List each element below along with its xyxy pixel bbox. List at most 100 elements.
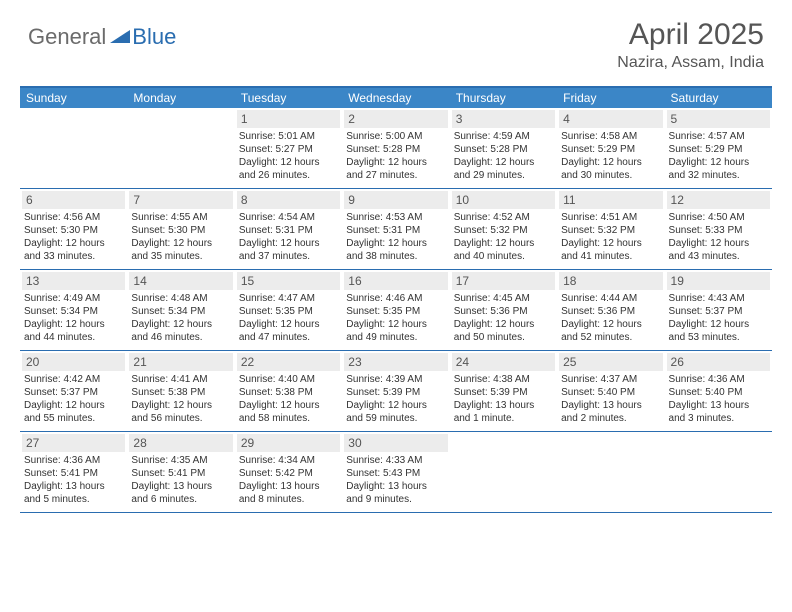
sunrise-text: Sunrise: 4:45 AM [452,292,555,305]
calendar-week: 13Sunrise: 4:49 AMSunset: 5:34 PMDayligh… [20,270,772,351]
sunset-text: Sunset: 5:31 PM [344,224,447,237]
sunrise-text: Sunrise: 4:38 AM [452,373,555,386]
day-number: 26 [667,353,770,371]
calendar-cell [20,108,127,188]
day-number: 11 [559,191,662,209]
sunset-text: Sunset: 5:42 PM [237,467,340,480]
calendar-cell: 18Sunrise: 4:44 AMSunset: 5:36 PMDayligh… [557,270,664,350]
daylight-text: Daylight: 12 hours and 44 minutes. [22,318,125,344]
day-number: 4 [559,110,662,128]
calendar-cell: 14 Sunrise: 4:48 AMSunset: 5:34 PMDayligh… [127,270,234,350]
sunset-text: Sunset: 5:43 PM [344,467,447,480]
calendar-cell [665,432,772,512]
sunset-text: Sunset: 5:37 PM [22,386,125,399]
sunset-text: Sunset: 5:29 PM [667,143,770,156]
day-number: 15 [237,272,340,290]
daylight-text: Daylight: 13 hours and 5 minutes. [22,480,125,506]
daylight-text: Daylight: 12 hours and 46 minutes. [129,318,232,344]
day-number: 27 [22,434,125,452]
calendar-cell: 29 Sunrise: 4:34 AMSunset: 5:42 PMDayligh… [235,432,342,512]
daylight-text: Daylight: 12 hours and 29 minutes. [452,156,555,182]
weekday-row: Sunday Monday Tuesday Wednesday Thursday… [20,88,772,108]
calendar-cell: 1Sunrise: 5:01 AMSunset: 5:27 PMDaylight… [235,108,342,188]
calendar-cell: 28Sunrise: 4:35 AMSunset: 5:41 PMDayligh… [127,432,234,512]
daylight-text: Daylight: 13 hours and 8 minutes. [237,480,340,506]
sunset-text: Sunset: 5:29 PM [559,143,662,156]
daylight-text: Daylight: 12 hours and 41 minutes. [559,237,662,263]
sunrise-text: Sunrise: 4:53 AM [344,211,447,224]
sunrise-text: Sunrise: 4:55 AM [129,211,232,224]
sunrise-text: Sunrise: 4:33 AM [344,454,447,467]
daylight-text: Daylight: 12 hours and 32 minutes. [667,156,770,182]
sunset-text: Sunset: 5:32 PM [452,224,555,237]
weekday-header: Thursday [450,88,557,108]
sunset-text: Sunset: 5:38 PM [129,386,232,399]
weekday-header: Sunday [20,88,127,108]
calendar-week: 27Sunrise: 4:36 AMSunset: 5:41 PMDayligh… [20,432,772,513]
day-number: 7 [129,191,232,209]
day-number: 22 [237,353,340,371]
title-block: April 2025 Nazira, Assam, India [617,18,764,72]
calendar-cell: 3Sunrise: 4:59 AMSunset: 5:28 PMDaylight… [450,108,557,188]
day-number: 23 [344,353,447,371]
day-number: 9 [344,191,447,209]
sunset-text: Sunset: 5:37 PM [667,305,770,318]
calendar-cell: 2Sunrise: 5:00 AMSunset: 5:28 PMDaylight… [342,108,449,188]
sunrise-text: Sunrise: 4:58 AM [559,130,662,143]
calendar-cell: 4 Sunrise: 4:58 AMSunset: 5:29 PMDaylight… [557,108,664,188]
sunrise-text: Sunrise: 5:00 AM [344,130,447,143]
sunset-text: Sunset: 5:28 PM [344,143,447,156]
sunrise-text: Sunrise: 4:49 AM [22,292,125,305]
weekday-header: Wednesday [342,88,449,108]
sunrise-text: Sunrise: 4:36 AM [667,373,770,386]
day-number: 29 [237,434,340,452]
sunset-text: Sunset: 5:35 PM [237,305,340,318]
sunrise-text: Sunrise: 4:41 AM [129,373,232,386]
sunset-text: Sunset: 5:31 PM [237,224,340,237]
sunrise-text: Sunrise: 5:01 AM [237,130,340,143]
day-number: 14 [129,272,232,290]
day-number: 13 [22,272,125,290]
sunrise-text: Sunrise: 4:48 AM [129,292,232,305]
daylight-text: Daylight: 13 hours and 6 minutes. [129,480,232,506]
day-number: 10 [452,191,555,209]
day-number: 21 [129,353,232,371]
calendar-cell: 11Sunrise: 4:51 AMSunset: 5:32 PMDayligh… [557,189,664,269]
sunrise-text: Sunrise: 4:46 AM [344,292,447,305]
day-number: 1 [237,110,340,128]
day-number: 19 [667,272,770,290]
day-number: 24 [452,353,555,371]
calendar: Sunday Monday Tuesday Wednesday Thursday… [20,86,772,513]
sunrise-text: Sunrise: 4:54 AM [237,211,340,224]
logo-text-general: General [28,24,106,50]
day-number: 2 [344,110,447,128]
daylight-text: Daylight: 12 hours and 26 minutes. [237,156,340,182]
daylight-text: Daylight: 12 hours and 56 minutes. [129,399,232,425]
calendar-cell: 8Sunrise: 4:54 AMSunset: 5:31 PMDaylight… [235,189,342,269]
weekday-header: Monday [127,88,234,108]
sunrise-text: Sunrise: 4:59 AM [452,130,555,143]
location: Nazira, Assam, India [617,54,764,72]
sunset-text: Sunset: 5:34 PM [22,305,125,318]
sunrise-text: Sunrise: 4:57 AM [667,130,770,143]
calendar-cell: 9 Sunrise: 4:53 AMSunset: 5:31 PMDaylight… [342,189,449,269]
daylight-text: Daylight: 12 hours and 59 minutes. [344,399,447,425]
daylight-text: Daylight: 12 hours and 35 minutes. [129,237,232,263]
daylight-text: Daylight: 12 hours and 38 minutes. [344,237,447,263]
calendar-cell: 30Sunrise: 4:33 AMSunset: 5:43 PMDayligh… [342,432,449,512]
day-number: 12 [667,191,770,209]
day-number: 5 [667,110,770,128]
sunrise-text: Sunrise: 4:44 AM [559,292,662,305]
sunset-text: Sunset: 5:33 PM [667,224,770,237]
sunset-text: Sunset: 5:40 PM [559,386,662,399]
calendar-cell: 22Sunrise: 4:40 AMSunset: 5:38 PMDayligh… [235,351,342,431]
daylight-text: Daylight: 12 hours and 30 minutes. [559,156,662,182]
sunset-text: Sunset: 5:34 PM [129,305,232,318]
calendar-cell: 10Sunrise: 4:52 AMSunset: 5:32 PMDayligh… [450,189,557,269]
sunrise-text: Sunrise: 4:35 AM [129,454,232,467]
sunrise-text: Sunrise: 4:47 AM [237,292,340,305]
sunrise-text: Sunrise: 4:34 AM [237,454,340,467]
sunrise-text: Sunrise: 4:51 AM [559,211,662,224]
calendar-cell: 15Sunrise: 4:47 AMSunset: 5:35 PMDayligh… [235,270,342,350]
calendar-cell: 25Sunrise: 4:37 AMSunset: 5:40 PMDayligh… [557,351,664,431]
